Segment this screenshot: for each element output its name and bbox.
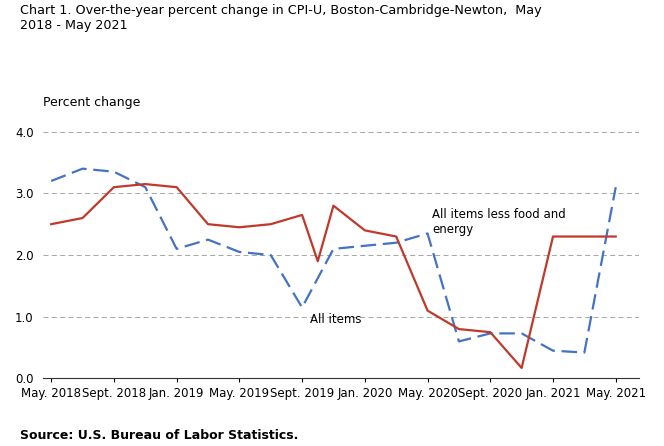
Text: Source: U.S. Bureau of Labor Statistics.: Source: U.S. Bureau of Labor Statistics. [20,429,298,442]
Text: All items less food and
energy: All items less food and energy [432,208,566,236]
Text: Percent change: Percent change [43,95,141,109]
Text: Chart 1. Over-the-year percent change in CPI-U, Boston-Cambridge-Newton,  May
20: Chart 1. Over-the-year percent change in… [20,4,542,33]
Text: All items: All items [310,313,361,326]
